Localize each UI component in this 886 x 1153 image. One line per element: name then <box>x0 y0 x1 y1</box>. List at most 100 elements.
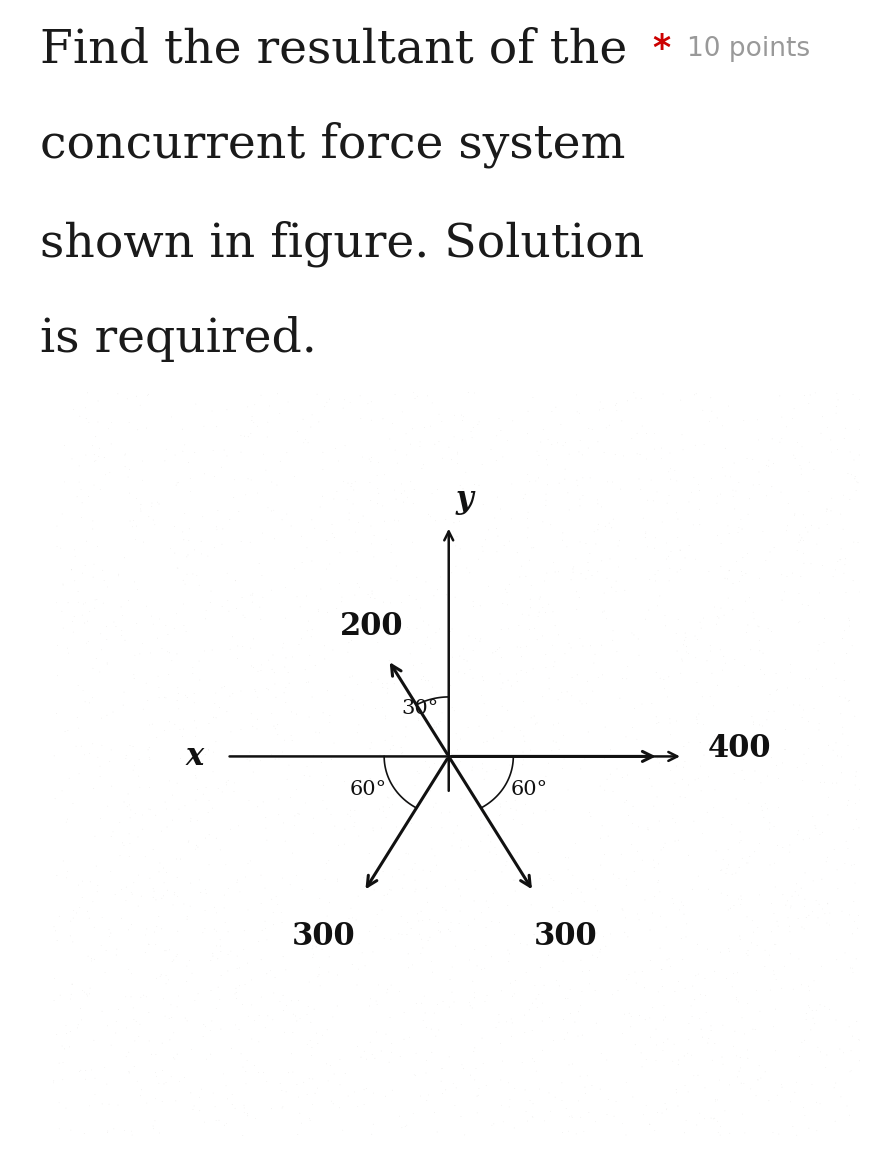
Point <box>734 520 749 538</box>
Point <box>130 1072 144 1091</box>
Point <box>759 799 773 817</box>
Point <box>495 1113 509 1131</box>
Point <box>127 665 141 684</box>
Point <box>244 586 258 604</box>
Point <box>685 880 699 898</box>
Point <box>358 957 372 975</box>
Point <box>701 563 715 581</box>
Point <box>320 1020 334 1039</box>
Point <box>130 421 144 439</box>
Point <box>232 958 246 977</box>
Point <box>596 602 610 620</box>
Point <box>659 951 673 970</box>
Point <box>268 887 283 905</box>
Point <box>629 730 643 748</box>
Point <box>811 895 825 913</box>
Point <box>300 997 315 1016</box>
Point <box>472 632 486 650</box>
Point <box>835 520 850 538</box>
Point <box>642 951 657 970</box>
Point <box>839 645 853 663</box>
Point <box>416 911 430 929</box>
Point <box>467 475 481 493</box>
Point <box>188 992 202 1010</box>
Point <box>494 421 508 439</box>
Point <box>136 986 151 1004</box>
Point <box>675 758 689 776</box>
Point <box>525 1049 539 1068</box>
Point <box>520 519 534 537</box>
Point <box>304 627 318 646</box>
Point <box>479 762 494 781</box>
Point <box>155 1034 169 1053</box>
Point <box>851 819 865 837</box>
Point <box>829 747 843 766</box>
Point <box>641 821 655 839</box>
Point <box>597 845 611 864</box>
Point <box>782 922 797 941</box>
Point <box>711 609 725 627</box>
Point <box>278 649 292 668</box>
Point <box>582 804 596 822</box>
Point <box>352 716 366 734</box>
Point <box>828 397 843 415</box>
Point <box>338 1064 352 1083</box>
Point <box>450 740 464 759</box>
Point <box>345 474 359 492</box>
Point <box>657 834 672 852</box>
Point <box>554 1073 568 1092</box>
Point <box>91 447 105 466</box>
Point <box>672 787 687 806</box>
Point <box>244 424 258 443</box>
Point <box>302 973 316 992</box>
Point <box>123 512 137 530</box>
Point <box>229 873 244 891</box>
Point <box>211 502 225 520</box>
Point <box>506 811 520 829</box>
Point <box>250 710 264 729</box>
Point <box>812 826 826 844</box>
Point <box>766 454 780 473</box>
Point <box>134 499 148 518</box>
Point <box>557 470 571 489</box>
Point <box>575 636 589 655</box>
Point <box>405 701 419 719</box>
Point <box>693 782 707 800</box>
Point <box>597 517 611 535</box>
Point <box>377 466 391 484</box>
Point <box>47 747 61 766</box>
Point <box>306 809 320 828</box>
Point <box>167 544 182 563</box>
Point <box>362 1033 377 1052</box>
Point <box>733 831 747 850</box>
Point <box>240 398 254 416</box>
Point <box>652 587 666 605</box>
Point <box>502 1091 517 1109</box>
Point <box>240 1052 254 1070</box>
Point <box>312 965 326 984</box>
Point <box>845 963 859 981</box>
Point <box>664 889 679 907</box>
Point <box>65 560 79 579</box>
Point <box>461 383 475 401</box>
Point <box>187 694 201 713</box>
Point <box>492 806 506 824</box>
Point <box>712 641 727 660</box>
Point <box>325 525 339 543</box>
Point <box>393 907 408 926</box>
Point <box>636 979 650 997</box>
Point <box>609 582 623 601</box>
Point <box>372 747 386 766</box>
Point <box>823 431 837 450</box>
Point <box>708 842 722 860</box>
Point <box>397 1003 411 1022</box>
Point <box>677 631 691 649</box>
Text: 60°: 60° <box>349 781 386 799</box>
Point <box>298 430 312 449</box>
Point <box>428 1027 442 1046</box>
Point <box>400 845 415 864</box>
Point <box>447 701 461 719</box>
Point <box>317 398 331 416</box>
Point <box>820 806 834 824</box>
Point <box>129 1012 144 1031</box>
